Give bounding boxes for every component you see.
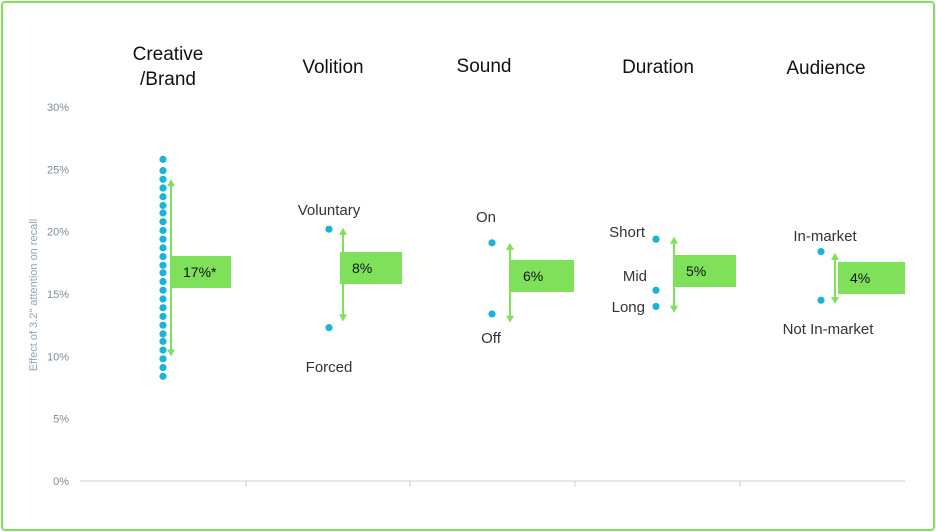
data-point	[652, 235, 660, 243]
y-axis-label: Effect of 3.2" attention on recall	[28, 219, 40, 371]
data-point	[488, 310, 496, 318]
effect-label: 5%	[686, 263, 706, 279]
data-point	[159, 312, 167, 321]
data-point	[159, 175, 167, 183]
data-point	[159, 286, 167, 294]
y-tick-label: 25%	[47, 164, 69, 176]
effect-box	[171, 256, 231, 288]
effect-box	[511, 260, 574, 292]
group-title: Audience	[786, 58, 865, 79]
data-point	[159, 261, 167, 269]
data-point	[159, 166, 167, 175]
data-point	[159, 193, 167, 201]
range-arrow-head-top	[670, 236, 678, 244]
data-point	[159, 209, 167, 217]
effect-label: 4%	[850, 270, 870, 286]
point-label: Forced	[306, 359, 353, 376]
range-arrow-head-bottom	[339, 314, 347, 322]
data-point	[325, 324, 333, 332]
data-point	[159, 355, 167, 363]
data-point	[159, 295, 167, 303]
data-point	[159, 201, 167, 210]
axes: 0% 5% 10% 15% 20% 25% 30%	[47, 102, 905, 488]
point-label: Not In-market	[783, 321, 875, 338]
data-point	[159, 363, 167, 372]
data-point	[325, 225, 333, 233]
group-title: Creative	[133, 44, 204, 65]
data-point	[817, 296, 825, 304]
y-tick-label: 20%	[47, 227, 69, 239]
range-arrow-head-top	[167, 179, 175, 187]
group-volition: Volition 8% Voluntary Forced	[298, 57, 402, 376]
point-label: On	[476, 209, 496, 226]
effect-label: 17%*	[183, 264, 217, 280]
data-point	[159, 253, 167, 261]
effect-box	[340, 252, 402, 284]
point-label: Short	[609, 224, 646, 241]
y-tick-label: 30%	[47, 102, 69, 114]
data-point	[652, 286, 660, 294]
range-arrow-head-top	[831, 252, 839, 260]
data-point	[652, 302, 660, 311]
point-label: In-market	[793, 228, 857, 245]
data-point	[159, 304, 167, 312]
point-label: Voluntary	[298, 202, 361, 219]
data-point	[159, 330, 167, 338]
group-audience: Audience 4% In-market Not In-market	[783, 58, 905, 338]
groups: Creative/Brand 17%* Volition 8% Voluntary For…	[133, 44, 905, 380]
effect-label: 6%	[523, 268, 543, 284]
effect-box	[838, 262, 905, 294]
data-point	[817, 248, 825, 256]
group-creative-brand: Creative/Brand 17%*	[133, 44, 231, 380]
effect-label: 8%	[352, 260, 372, 276]
range-arrow-head-bottom	[831, 296, 839, 304]
data-point	[159, 321, 167, 329]
group-duration: Duration 5% Short Mid Long	[609, 57, 736, 316]
range-arrow-head-top	[506, 242, 514, 250]
data-point	[159, 244, 167, 252]
group-sound: Sound 6% On Off	[457, 56, 574, 347]
data-point	[159, 235, 167, 243]
data-point	[159, 155, 167, 163]
y-tick-label: 0%	[53, 476, 69, 488]
data-point	[159, 218, 167, 226]
range-arrow-head-bottom	[506, 315, 514, 323]
data-point	[159, 184, 167, 192]
point-label: Mid	[623, 268, 647, 285]
data-point	[488, 239, 496, 247]
data-point	[159, 269, 167, 277]
group-title: Volition	[302, 57, 363, 78]
point-label: Long	[612, 299, 645, 316]
range-arrow-head-top	[339, 227, 347, 235]
point-label: Off	[481, 330, 502, 347]
group-title: Duration	[622, 57, 694, 78]
y-tick-label: 15%	[47, 289, 69, 301]
group-title: Sound	[457, 56, 512, 77]
data-point	[159, 277, 167, 286]
range-arrow-head-bottom	[670, 305, 678, 313]
y-tick-label: 5%	[53, 414, 69, 426]
data-point	[159, 372, 167, 380]
data-point	[159, 337, 167, 345]
y-tick-label: 10%	[47, 351, 69, 363]
group-title: /Brand	[140, 69, 196, 90]
effect-box	[674, 255, 736, 287]
data-point	[159, 346, 167, 354]
range-arrow-head-bottom	[167, 349, 175, 357]
data-point	[159, 226, 167, 235]
